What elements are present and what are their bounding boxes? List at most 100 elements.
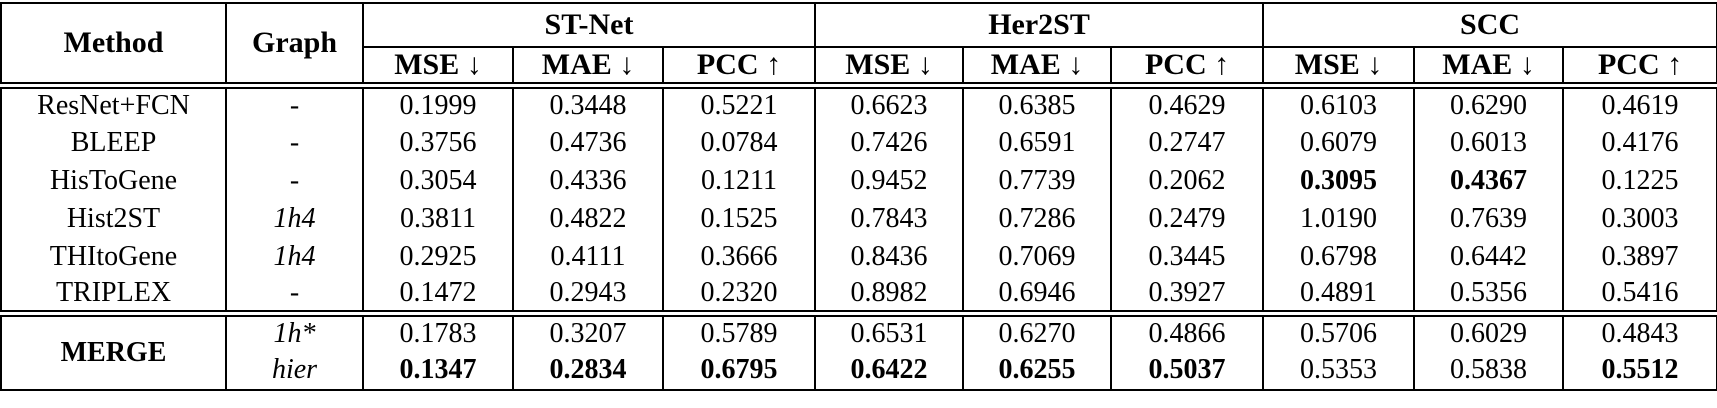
metric-cell: 0.5356: [1413, 275, 1565, 314]
metric-cell: 0.5512: [1562, 351, 1717, 390]
metric-cell: 0.3003: [1562, 199, 1717, 238]
metric-cell: 0.4367: [1413, 161, 1565, 200]
metric-cell: 0.5037: [1110, 351, 1265, 390]
metric-cell: 0.2062: [1110, 161, 1265, 200]
metric-cell: 0.3448: [512, 85, 664, 124]
metric-cell: 0.6946: [962, 275, 1113, 314]
group-header-stnet: ST-Net: [361, 3, 817, 48]
metric-header-stnet-pcc: PCC ↑: [661, 47, 817, 89]
metric-cell: 0.4843: [1562, 310, 1717, 352]
graph-cell: hier: [225, 351, 364, 390]
metric-cell: 0.6422: [814, 351, 965, 390]
metric-cell: 0.6623: [814, 85, 965, 124]
metric-cell: 0.3666: [661, 237, 817, 276]
method-cell-merge: MERGE: [0, 310, 227, 390]
metric-cell: 0.2834: [512, 351, 664, 390]
metric-cell: 0.3207: [512, 310, 664, 352]
graph-cell: -: [225, 161, 364, 200]
metric-header-scc-mae: MAE ↓: [1413, 47, 1565, 89]
table-row: Hist2ST 1h4 0.3811 0.4822 0.1525 0.7843 …: [0, 199, 1717, 238]
method-cell: ResNet+FCN: [0, 85, 227, 124]
metric-cell: 0.2747: [1110, 123, 1265, 162]
metric-header-her2st-mae: MAE ↓: [962, 47, 1113, 89]
table-body: ResNet+FCN - 0.1999 0.3448 0.5221 0.6623…: [0, 85, 1717, 314]
graph-cell: -: [225, 123, 364, 162]
metric-cell: 0.3756: [362, 123, 514, 162]
metric-header-stnet-mse: MSE ↓: [362, 47, 514, 89]
metric-cell: 0.3095: [1262, 161, 1416, 200]
metric-cell: 0.1347: [362, 351, 514, 390]
metric-cell: 0.4891: [1262, 275, 1416, 314]
table-row-merge: hier 0.1347 0.2834 0.6795 0.6422 0.6255 …: [1, 351, 1717, 390]
table-row: THItoGene 1h4 0.2925 0.4111 0.3666 0.843…: [0, 237, 1717, 276]
metric-cell: 0.7426: [814, 123, 965, 162]
metric-cell: 0.3445: [1110, 237, 1265, 276]
metric-cell: 0.2320: [661, 275, 817, 314]
method-cell: Hist2ST: [0, 199, 227, 238]
metric-cell: 0.4629: [1110, 85, 1265, 124]
metric-header-her2st-pcc: PCC ↑: [1110, 47, 1265, 89]
metric-cell: 0.1525: [661, 199, 817, 238]
graph-cell: -: [225, 275, 364, 314]
method-cell: THItoGene: [0, 237, 227, 276]
graph-cell: 1h4: [225, 237, 364, 276]
metric-cell: 0.1999: [362, 85, 514, 124]
metric-cell: 0.6270: [962, 310, 1113, 352]
group-header-row: Method Graph ST-Net Her2ST SCC: [0, 3, 1717, 89]
metric-cell: 0.5353: [1262, 351, 1416, 390]
metric-cell: 0.2943: [512, 275, 664, 314]
metric-cell: 0.5706: [1262, 310, 1416, 352]
metric-cell: 0.7639: [1413, 199, 1565, 238]
metric-cell: 0.5221: [661, 85, 817, 124]
metric-cell: 0.7843: [814, 199, 965, 238]
merge-section: MERGE 1h* 0.1783 0.3207 0.5789 0.6531 0.…: [0, 310, 1717, 390]
metric-cell: 0.0784: [661, 123, 817, 162]
metric-cell: 0.7069: [962, 237, 1113, 276]
table-row: BLEEP - 0.3756 0.4736 0.0784 0.7426 0.65…: [0, 123, 1717, 162]
method-cell: TRIPLEX: [0, 275, 227, 314]
table-row: TRIPLEX - 0.1472 0.2943 0.2320 0.8982 0.…: [0, 275, 1717, 314]
method-cell: HisToGene: [0, 161, 227, 200]
metric-cell: 0.1783: [362, 310, 514, 352]
table-row: HisToGene - 0.3054 0.4336 0.1211 0.9452 …: [0, 161, 1717, 200]
metric-cell: 0.6385: [962, 85, 1113, 124]
metric-cell: 0.4111: [512, 237, 664, 276]
metric-cell: 0.8436: [814, 237, 965, 276]
table-row: ResNet+FCN - 0.1999 0.3448 0.5221 0.6623…: [0, 85, 1717, 124]
metric-cell: 0.3897: [1562, 237, 1717, 276]
metric-cell: 0.4736: [512, 123, 664, 162]
metric-cell: 0.5416: [1562, 275, 1717, 314]
metric-cell: 0.3054: [362, 161, 514, 200]
metric-cell: 0.6013: [1413, 123, 1565, 162]
metric-cell: 0.4822: [512, 199, 664, 238]
metric-cell: 0.6531: [814, 310, 965, 352]
metric-cell: 0.6798: [1262, 237, 1416, 276]
metric-cell: 0.6029: [1413, 310, 1565, 352]
metric-cell: 0.5789: [661, 310, 817, 352]
metric-cell: 0.2479: [1110, 199, 1265, 238]
col-header-graph: Graph: [225, 3, 364, 89]
table-row-merge: MERGE 1h* 0.1783 0.3207 0.5789 0.6531 0.…: [0, 310, 1717, 390]
metric-header-her2st-mse: MSE ↓: [814, 47, 965, 89]
metric-header-scc-pcc: PCC ↑: [1562, 47, 1717, 89]
table-header: Method Graph ST-Net Her2ST SCC MSE ↓ MAE…: [0, 3, 1717, 89]
metric-cell: 0.3927: [1110, 275, 1265, 314]
metric-cell: 0.7286: [962, 199, 1113, 238]
group-header-her2st: Her2ST: [814, 3, 1265, 48]
group-header-scc: SCC: [1262, 3, 1717, 48]
results-table: Method Graph ST-Net Her2ST SCC MSE ↓ MAE…: [0, 2, 1717, 391]
metric-cell: 0.6442: [1413, 237, 1565, 276]
metric-header-stnet-mae: MAE ↓: [512, 47, 664, 89]
graph-cell: -: [225, 85, 364, 124]
metric-cell: 0.9452: [814, 161, 965, 200]
metric-cell: 0.1472: [362, 275, 514, 314]
metric-cell: 0.4336: [512, 161, 664, 200]
col-header-method: Method: [0, 3, 227, 89]
graph-cell: 1h4: [225, 199, 364, 238]
metric-cell: 0.6103: [1262, 85, 1416, 124]
metric-cell: 0.6290: [1413, 85, 1565, 124]
metric-cell: 1.0190: [1262, 199, 1416, 238]
graph-cell: 1h*: [225, 310, 364, 352]
metric-header-row: MSE ↓ MAE ↓ PCC ↑ MSE ↓ MAE ↓ PCC ↑ MSE …: [1, 47, 1717, 89]
metric-cell: 0.5838: [1413, 351, 1565, 390]
